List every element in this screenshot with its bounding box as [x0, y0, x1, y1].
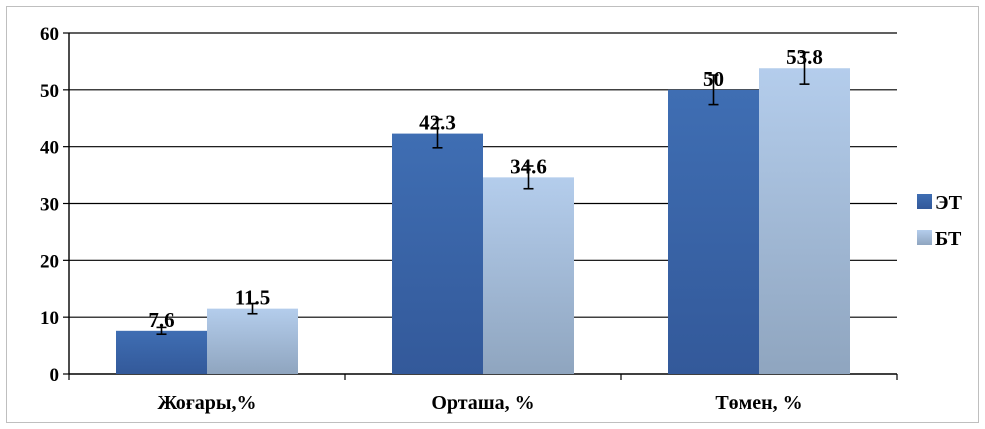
legend: ЭТ БТ	[917, 192, 963, 250]
y-tick-label: 30	[40, 195, 59, 216]
y-tick-label: 10	[40, 308, 59, 329]
x-category-label: Жоғары,%	[157, 392, 256, 414]
bar-бт-1	[483, 177, 574, 374]
data-label: 53.8	[786, 45, 823, 69]
data-label: 11.5	[235, 286, 271, 310]
y-tick-label: 0	[50, 365, 60, 386]
y-tick-label: 60	[40, 24, 59, 45]
legend-swatch-эт	[917, 194, 932, 209]
y-tick-label: 50	[40, 81, 59, 102]
bar-бт-0	[207, 308, 298, 374]
legend-label: БТ	[935, 228, 962, 250]
x-category-label: Төмен, %	[715, 392, 802, 414]
bar-эт-1	[392, 133, 483, 374]
legend-label: ЭТ	[935, 192, 963, 214]
x-category-label: Орташа, %	[431, 392, 534, 414]
bar-бт-2	[759, 68, 850, 374]
bar-эт-2	[668, 89, 759, 374]
data-label: 50	[703, 67, 724, 91]
legend-swatch-бт	[917, 230, 932, 245]
y-tick-label: 40	[40, 138, 59, 159]
data-label: 7.6	[148, 308, 174, 332]
data-label: 34.6	[510, 154, 547, 178]
labels: 0 10 20 30 40 50 60 7.6 11.5 Жоғары,% 42.3 34.6 Орта…	[40, 24, 823, 414]
bar-chart: 0 10 20 30 40 50 60 7.6 11.5 Жоғары,% 42.3 34.6 Орта…	[40, 24, 963, 414]
error-bars	[156, 51, 810, 336]
bar-эт-0	[116, 330, 207, 374]
chart-frame: 0 10 20 30 40 50 60 7.6 11.5 Жоғары,% 42.3 34.6 Орта…	[6, 6, 979, 423]
data-label: 42.3	[419, 111, 456, 135]
y-tick-label: 20	[40, 251, 59, 272]
bars	[116, 68, 850, 374]
